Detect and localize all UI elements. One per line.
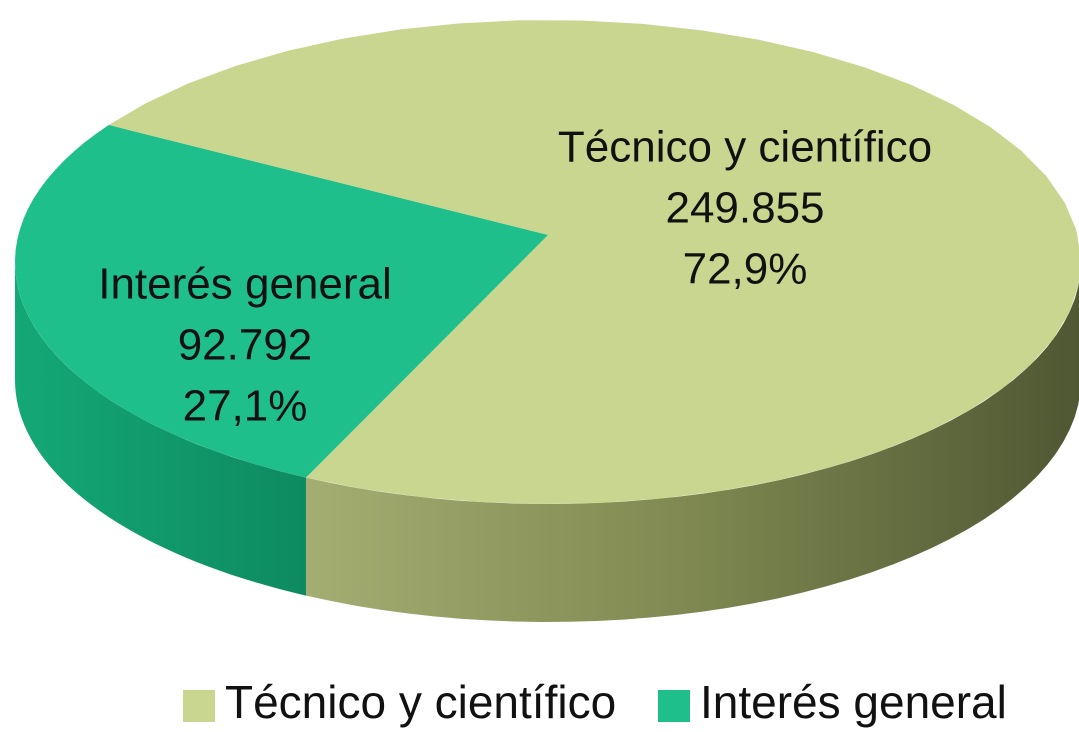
slice-label: Interés general — [98, 260, 392, 309]
legend-swatch — [658, 690, 690, 722]
slice — [15, 125, 548, 478]
legend-label: Técnico y científico — [225, 676, 616, 728]
slice-label: Técnico y científico — [558, 123, 932, 172]
percentage-label: 72,9% — [683, 245, 808, 294]
percentage-label: 27,1% — [183, 382, 308, 431]
slice-side — [15, 262, 306, 596]
value-label: 92.792 — [178, 321, 313, 370]
legend-label: Interés general — [700, 676, 1007, 728]
slice — [108, 20, 1079, 504]
legend-swatch — [183, 690, 215, 722]
value-label: 249.855 — [665, 184, 824, 233]
slice-side — [306, 281, 1079, 622]
